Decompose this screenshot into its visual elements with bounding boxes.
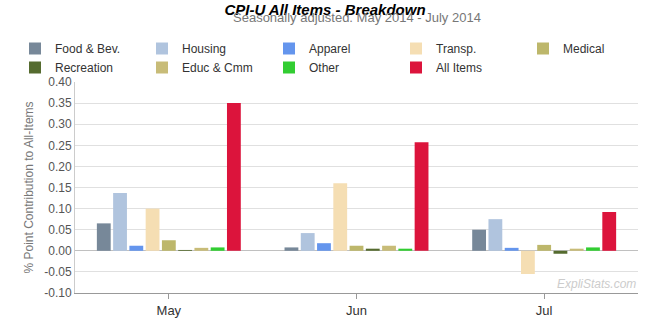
svg-text:CPI-U All Items - Breakdown: CPI-U All Items - Breakdown bbox=[224, 1, 425, 18]
svg-text:May: May bbox=[157, 303, 182, 318]
svg-text:0.05: 0.05 bbox=[48, 223, 72, 237]
svg-text:% Point Contribution to All-It: % Point Contribution to All-Items bbox=[22, 101, 36, 273]
svg-text:0.40: 0.40 bbox=[48, 75, 72, 89]
svg-text:0.20: 0.20 bbox=[48, 160, 72, 174]
svg-text:ExpliStats.com: ExpliStats.com bbox=[557, 277, 636, 291]
svg-text:Food & Bev.: Food & Bev. bbox=[55, 42, 120, 56]
svg-text:Seasonally adjusted. May 2014: Seasonally adjusted. May 2014 - July 201… bbox=[233, 10, 481, 25]
svg-text:0.25: 0.25 bbox=[48, 139, 72, 153]
svg-text:Other: Other bbox=[309, 61, 339, 75]
svg-text:Housing: Housing bbox=[182, 42, 226, 56]
svg-text:Recreation: Recreation bbox=[55, 61, 113, 75]
svg-text:Transp.: Transp. bbox=[436, 42, 476, 56]
svg-text:0.30: 0.30 bbox=[48, 117, 72, 131]
svg-text:-0.05: -0.05 bbox=[44, 265, 72, 279]
svg-text:0.00: 0.00 bbox=[48, 244, 72, 258]
svg-text:0.15: 0.15 bbox=[48, 181, 72, 195]
svg-text:Educ & Cmm: Educ & Cmm bbox=[182, 61, 253, 75]
svg-text:0.10: 0.10 bbox=[48, 202, 72, 216]
svg-text:0.35: 0.35 bbox=[48, 96, 72, 110]
svg-text:Jun: Jun bbox=[346, 303, 367, 318]
svg-text:Jul: Jul bbox=[536, 303, 553, 318]
svg-text:Medical: Medical bbox=[563, 42, 604, 56]
svg-text:All Items: All Items bbox=[436, 61, 482, 75]
svg-text:Apparel: Apparel bbox=[309, 42, 350, 56]
svg-text:-0.10: -0.10 bbox=[44, 286, 72, 300]
